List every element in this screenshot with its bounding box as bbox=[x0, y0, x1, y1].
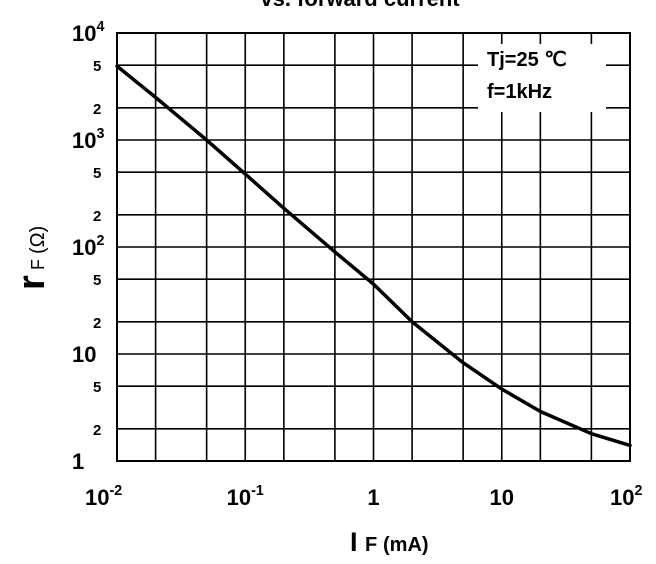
x-axis-label: I F (mA) bbox=[350, 527, 429, 557]
y-minor-tick-label: 2 bbox=[93, 101, 101, 118]
x-tick-label: 102 bbox=[610, 483, 642, 510]
y-minor-tick-label: 2 bbox=[93, 315, 101, 332]
y-axis-unit: (Ω) bbox=[27, 226, 49, 254]
x-tick-labels: 10-2 10-1 1 10 102 bbox=[85, 483, 642, 510]
annotation-frequency: f=1kHz bbox=[487, 81, 552, 103]
y-tick-label: 103 bbox=[72, 126, 104, 153]
y-tick-label: 10 bbox=[72, 342, 96, 367]
y-axis-label: r F (Ω) bbox=[11, 226, 53, 290]
y-minor-tick-labels: 5 2 5 2 5 2 5 2 bbox=[93, 58, 101, 439]
x-tick-label: 10 bbox=[490, 485, 514, 510]
y-axis-subscript: F bbox=[28, 259, 48, 270]
plot-frame bbox=[116, 32, 631, 462]
y-minor-tick-label: 2 bbox=[93, 422, 101, 439]
annotation-temperature: Tj=25 ℃ bbox=[487, 49, 567, 71]
y-minor-tick-label: 5 bbox=[93, 379, 101, 396]
y-tick-label: 104 bbox=[72, 19, 104, 46]
y-minor-tick-label: 5 bbox=[93, 58, 101, 75]
y-minor-tick-label: 5 bbox=[93, 272, 101, 289]
x-axis-unit: (mA) bbox=[383, 534, 429, 556]
chart-title: vs. forward current bbox=[260, 0, 460, 11]
y-minor-tick-label: 5 bbox=[93, 165, 101, 182]
x-tick-label: 10-2 bbox=[85, 483, 122, 510]
x-tick-label: 1 bbox=[367, 485, 379, 510]
x-axis-symbol: I bbox=[350, 527, 358, 557]
y-tick-label: 102 bbox=[72, 233, 104, 260]
x-axis-subscript: F bbox=[365, 534, 377, 556]
y-minor-tick-label: 2 bbox=[93, 208, 101, 225]
y-axis-symbol: r bbox=[11, 275, 53, 290]
x-tick-label: 10-1 bbox=[227, 483, 264, 510]
y-tick-label: 1 bbox=[72, 449, 84, 474]
annotation-box bbox=[478, 44, 606, 112]
series-line bbox=[115, 64, 632, 448]
